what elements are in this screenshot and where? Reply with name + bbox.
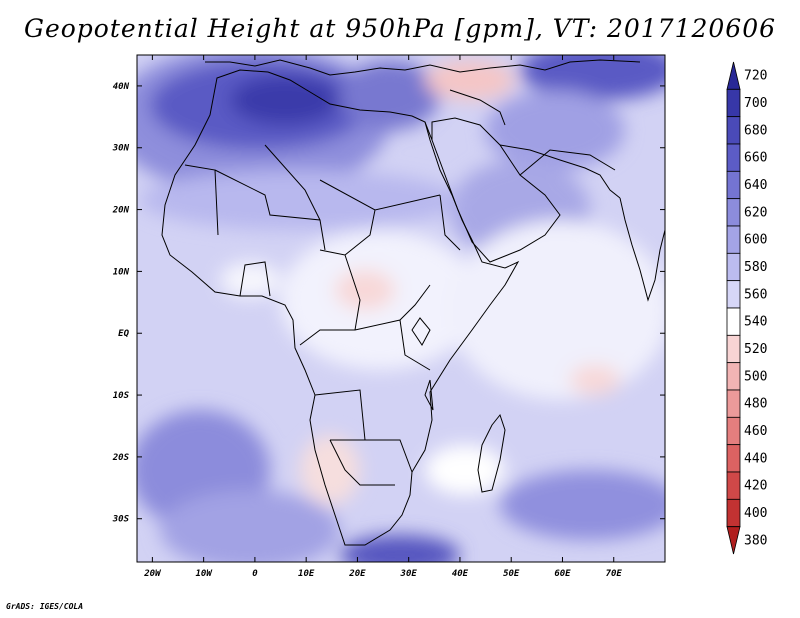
colorbar-swatch	[726, 280, 741, 309]
colorbar-swatch	[726, 198, 741, 227]
lat-tick-label: 30S	[112, 515, 130, 525]
colorbar-swatch	[726, 225, 741, 254]
colorbar-swatch	[726, 252, 741, 282]
lon-tick-label: 40E	[452, 569, 469, 579]
coastlines	[161, 59, 665, 546]
internal-borders	[184, 89, 616, 486]
lon-tick-label: 10W	[196, 569, 214, 579]
india-coastline	[619, 197, 665, 302]
colorbar-swatch	[726, 116, 741, 145]
colorbar-level-label: 700	[744, 96, 767, 111]
lat-tick-label: 10S	[113, 391, 130, 401]
colorbar-swatch	[726, 61, 741, 90]
colorbar-level-label: 520	[744, 342, 767, 357]
madagascar	[477, 413, 506, 493]
colorbar-swatch	[726, 444, 741, 473]
colorbar-swatch	[726, 143, 741, 172]
lat-tick-label: EQ	[118, 329, 129, 339]
latitude-axis: 40N 30N 20N 10N EQ 10S 20S 30S	[112, 82, 665, 525]
colorbar-swatch	[726, 362, 741, 391]
colorbar-level-label: 540	[744, 315, 767, 330]
lat-tick-label: 20N	[112, 206, 130, 216]
colorbar-level-label: 500	[744, 369, 767, 384]
mediterranean-north-coast	[205, 59, 641, 76]
colorbar-level-label: 680	[744, 123, 767, 138]
colorbar-level-label: 380	[744, 533, 767, 548]
colorbar-level-label: 660	[744, 151, 767, 166]
colorbar-swatch	[726, 88, 741, 118]
lon-tick-label: 30E	[400, 569, 418, 579]
colorbar: 720 700 680 660 640 620 600 580 560 540 520 500 480 4…	[726, 61, 767, 555]
height-field	[137, 55, 665, 562]
colorbar-level-label: 440	[744, 451, 767, 466]
colorbar-level-label: 720	[744, 69, 767, 84]
lon-tick-label: 20W	[143, 569, 162, 579]
longitude-axis: 20W 10W 0 10E 20E 30E 40E 50E 60E 70E	[143, 55, 622, 579]
grads-credit: GrADS: IGES/COLA	[6, 602, 84, 611]
colorbar-level-label: 620	[744, 205, 767, 220]
arabia-coastline	[431, 117, 561, 263]
colorbar-swatch	[726, 334, 741, 364]
gulf-iran-coast	[499, 144, 621, 199]
lon-tick-label: 20E	[348, 569, 366, 579]
lon-tick-label: 60E	[554, 569, 571, 579]
lon-tick-label: 50E	[503, 569, 520, 579]
colorbar-swatch	[726, 498, 741, 528]
colorbar-level-label: 640	[744, 178, 767, 193]
colorbar-swatch	[726, 307, 741, 336]
lat-tick-label: 10N	[113, 267, 130, 277]
colorbar-level-label: 460	[744, 424, 767, 439]
colorbar-level-label: 480	[744, 397, 767, 412]
lon-tick-label: 10E	[298, 569, 315, 579]
lat-tick-label: 20S	[112, 453, 130, 463]
map-title: Geopotential Height at 950hPa [gpm], VT:…	[23, 14, 777, 43]
colorbar-level-label: 580	[744, 260, 767, 275]
colorbar-swatch	[726, 389, 741, 418]
colorbar-swatch	[726, 170, 741, 200]
colorbar-swatch	[726, 526, 741, 555]
plot-frame	[136, 54, 666, 563]
colorbar-level-label: 400	[744, 506, 767, 521]
colorbar-level-label: 420	[744, 479, 767, 494]
colorbar-level-label: 600	[744, 233, 767, 248]
lon-tick-label: 0	[252, 569, 258, 579]
great-lakes	[411, 317, 434, 411]
lon-tick-label: 70E	[606, 569, 623, 579]
colorbar-swatch	[726, 471, 741, 500]
colorbar-level-label: 560	[744, 287, 767, 302]
red-sea	[424, 121, 433, 141]
colorbar-swatch	[726, 416, 741, 446]
lat-tick-label: 40N	[113, 82, 130, 92]
lat-tick-label: 30N	[112, 144, 130, 154]
